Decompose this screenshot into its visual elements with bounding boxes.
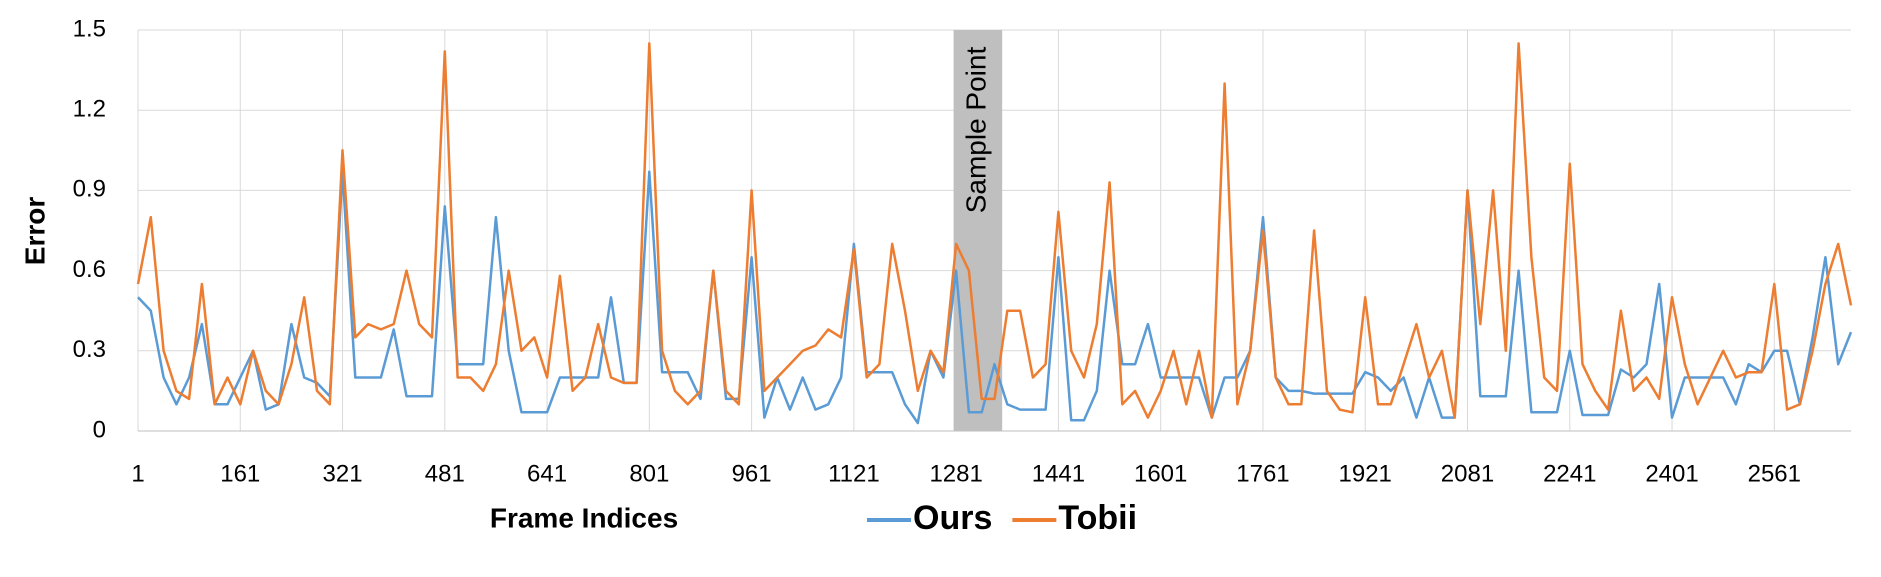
series-line [136,42,1853,419]
x-tick-label: 961 [732,460,772,487]
x-tick-label: 2081 [1441,460,1494,487]
y-tick-label: 0.6 [73,256,106,283]
y-axis-label: Error [19,197,50,266]
x-tick-label: 1761 [1236,460,1289,487]
x-tick-label: 1441 [1032,460,1085,487]
x-tick-label: 1601 [1134,460,1187,487]
y-tick-label: 1.5 [73,15,106,42]
legend-label: Tobii [1058,499,1137,537]
x-tick-label: 321 [323,460,363,487]
x-tick-label: 1121 [828,460,880,487]
x-tick-label: 1281 [929,460,982,487]
x-tick-label: 641 [527,460,567,487]
y-tick-label: 1.2 [73,96,106,123]
y-tick-label: 0.9 [73,176,106,203]
x-tick-label: 161 [220,460,260,487]
x-tick-label: 2561 [1748,460,1801,487]
y-tick-label: 0 [93,416,106,443]
x-tick-label: 801 [629,460,669,487]
x-tick-label: 1 [131,460,144,487]
x-tick-label: 481 [425,460,465,487]
x-axis-label: Frame Indices [490,502,678,533]
x-tick-label: 2241 [1543,460,1596,487]
y-tick-label: 0.3 [73,336,106,363]
series-line [137,170,1853,425]
legend-label: Ours [913,499,992,537]
x-tick-label: 2401 [1645,460,1698,487]
x-tick-label: 1921 [1339,460,1392,487]
annotation: Sample Point [960,47,991,214]
